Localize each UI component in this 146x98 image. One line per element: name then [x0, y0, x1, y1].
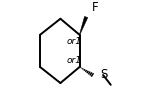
- Text: or1: or1: [66, 37, 81, 46]
- Text: or1: or1: [66, 56, 81, 65]
- Polygon shape: [79, 16, 88, 35]
- Text: S: S: [100, 69, 107, 81]
- Text: F: F: [92, 1, 98, 14]
